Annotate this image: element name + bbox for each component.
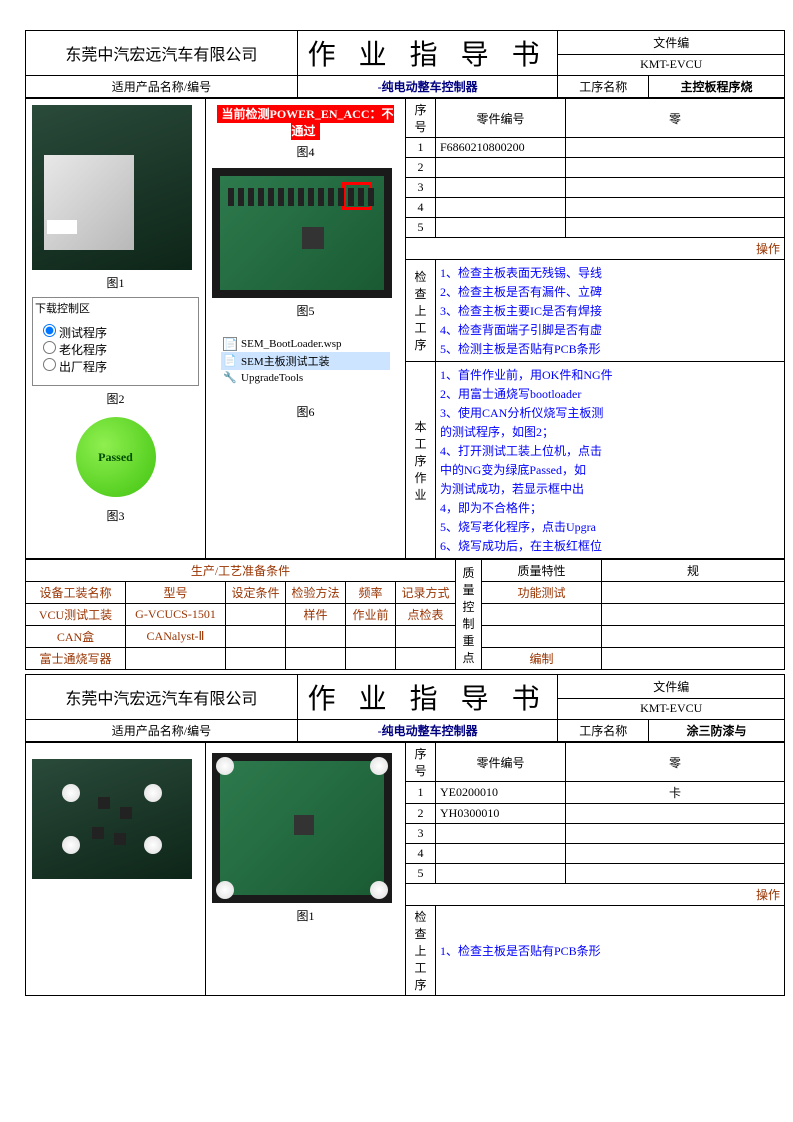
standoff-photo <box>32 759 192 879</box>
prep-header: 生产/工艺准备条件 <box>26 560 456 582</box>
download-label: 下载控制区 <box>35 300 196 316</box>
device-photo-1 <box>32 105 192 270</box>
pcb-photo <box>212 168 392 298</box>
file-no: KMT-EVCU <box>558 54 785 75</box>
fig1-label: 图1 <box>32 274 199 291</box>
passed-indicator: Passed <box>76 417 156 497</box>
prep-table: 生产/工艺准备条件 质量控制重点 质量特性 规 设备工装名称 型号 设定条件 检… <box>25 559 785 670</box>
fig2-label: 图2 <box>32 390 199 407</box>
work-label: 本工序作业 <box>406 362 436 559</box>
check-label: 检查上工序 <box>406 260 436 362</box>
work-steps: 1、首件作业前，用OK件和NG件 2、用富士通烧写bootloader 3、使用… <box>436 362 785 559</box>
file-upgrade[interactable]: 🔧 UpgradeTools <box>221 370 390 386</box>
qc-char: 质量特性 <box>482 560 602 582</box>
alert-banner: 当前检测POWER_EN_ACC：不通过 <box>217 105 393 140</box>
doc2-header-table: 东莞中汽宏远汽车有限公司 作 业 指 导 书 文件编 KMT-EVCU 适用产品… <box>25 674 785 742</box>
company-name-2: 东莞中汽宏远汽车有限公司 <box>26 675 298 720</box>
file-list: 📄 SEM_BootLoader.wsp 📄 SEM主板测试工装 🔧 Upgra… <box>220 335 391 387</box>
file-sem-test[interactable]: 📄 SEM主板测试工装 <box>221 352 390 370</box>
partno-header: 零件编号 <box>436 99 566 138</box>
doc-title-2: 作 业 指 导 书 <box>297 675 558 720</box>
radio-test[interactable]: 测试程序 <box>43 324 188 341</box>
fig4-label: 图4 <box>212 143 399 160</box>
qc-spec: 规 <box>602 560 785 582</box>
fig1-label-2: 图1 <box>212 907 399 924</box>
company-name: 东莞中汽宏远汽车有限公司 <box>26 31 298 76</box>
check-steps: 1、检查主板表面无残锡、导线 2、检查主板是否有漏件、立碑 3、检查主板主要IC… <box>436 260 785 362</box>
fig3-label: 图3 <box>32 507 199 524</box>
file-bootloader[interactable]: 📄 SEM_BootLoader.wsp <box>221 336 390 352</box>
partname-header: 零 <box>566 99 785 138</box>
prep-row-2: CAN盒CANalyst-Ⅱ <box>26 626 785 648</box>
fig6-label: 图6 <box>212 403 399 420</box>
product-name: -纯电动整车控制器 <box>297 76 558 98</box>
doc1-body-table: 图1 下载控制区 测试程序 老化程序 出厂程序 图2 Passed 图3 当前检… <box>25 98 785 559</box>
ops-header: 操作 <box>406 238 785 260</box>
process-label: 工序名称 <box>558 76 649 98</box>
doc2-body-table: 图1 序号 零件编号 零 1YE0200010卡 2YH0300010 3 4 … <box>25 742 785 996</box>
process-name: 主控板程序烧 <box>649 76 785 98</box>
radio-factory[interactable]: 出厂程序 <box>43 358 188 375</box>
prep-row-3: 富士通烧写器 编制 <box>26 648 785 670</box>
prep-row-1: VCU测试工装G-VCUCS-1501 样件作业前点检表 <box>26 604 785 626</box>
download-panel: 下载控制区 测试程序 老化程序 出厂程序 <box>32 297 199 386</box>
seq-header: 序号 <box>406 99 436 138</box>
fig5-label: 图5 <box>212 302 399 319</box>
pcb-photo-2 <box>212 753 392 903</box>
doc1-header-table: 东莞中汽宏远汽车有限公司 作 业 指 导 书 文件编 KMT-EVCU 适用产品… <box>25 30 785 98</box>
qc-label: 质量控制重点 <box>456 560 482 670</box>
doc-title: 作 业 指 导 书 <box>297 31 558 76</box>
author-label: 编制 <box>482 648 602 670</box>
product-label: 适用产品名称/编号 <box>26 76 298 98</box>
radio-aging[interactable]: 老化程序 <box>43 341 188 358</box>
file-label: 文件编 <box>558 31 785 55</box>
